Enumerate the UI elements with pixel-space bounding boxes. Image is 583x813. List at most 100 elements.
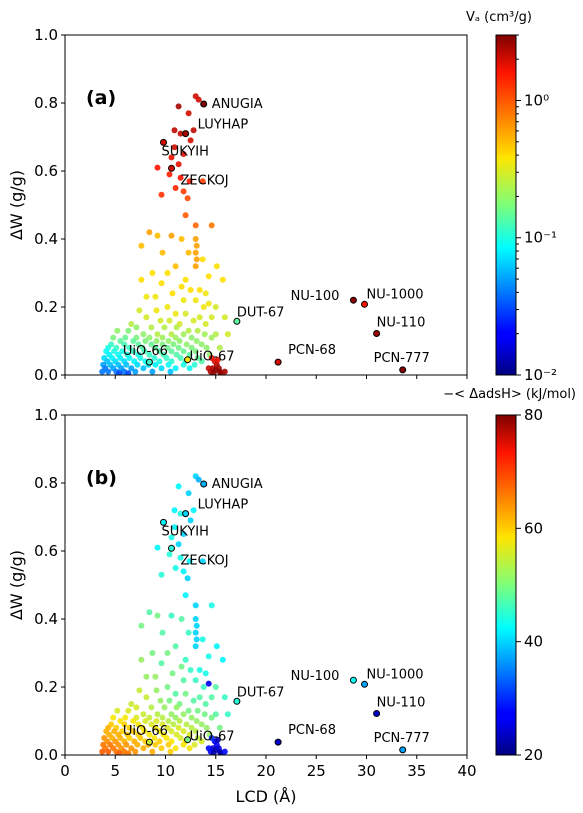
data-point [198,721,205,728]
data-point [187,137,194,144]
panel-b-colorbar-ticks: 20 40 60 80 [516,406,543,764]
data-point [194,735,201,741]
data-point [208,355,215,361]
data-point [132,748,139,755]
data-point [156,348,163,355]
data-point [140,745,147,752]
data-point [185,490,192,497]
data-point [158,571,165,578]
data-point [182,212,189,219]
data-point [138,622,145,629]
data-point [187,287,194,293]
data-point [194,707,201,714]
data-point [138,242,145,249]
data-point [180,331,187,338]
data-point [167,368,174,375]
data-point [176,338,183,344]
data-point [210,370,217,375]
data-point [159,334,166,341]
annotated-point-uio-67 [184,356,192,364]
colorbar-tick-label: 80 [524,406,543,424]
data-point [168,348,175,355]
data-point [208,334,215,341]
data-point [177,174,184,181]
data-point [172,745,179,752]
annotation-pcn-777: PCN-777 [374,731,430,746]
y-tick-label: 0.2 [34,298,58,316]
data-point [199,256,206,263]
data-point [216,724,223,731]
data-point [157,317,164,324]
data-point [185,707,192,714]
data-point [169,670,176,677]
data-point [105,748,112,755]
data-point [177,735,184,741]
data-point [154,232,161,239]
data-point [161,324,168,331]
data-point [171,524,178,531]
data-point [154,164,161,171]
annotation-sukyih: SUKYIH [162,524,209,539]
annotation-anugia: ANUGIA [212,477,263,492]
annotated-point-nu-110 [373,710,381,717]
annotated-point-pcn-68 [274,738,282,746]
data-point [105,368,112,375]
annotated-point-luyhap [182,510,190,518]
data-point [205,273,212,280]
data-point [161,704,168,711]
data-point [163,735,170,741]
annotated-point-uio-67 [184,736,192,744]
panel-a-colorbar: 10⁻² 10⁻¹ 10⁰ Vₐ (cm³/g) [466,10,557,384]
annotation-nu-110: NU-110 [377,316,426,331]
data-point [188,724,195,731]
data-point [214,356,221,363]
data-point [184,195,191,202]
data-point [175,541,182,548]
data-point [208,694,215,701]
data-point [142,718,149,724]
data-point [156,358,163,365]
data-point [224,711,231,718]
data-point [191,361,198,368]
data-point [110,714,117,721]
data-point [166,697,173,704]
data-point [192,263,199,270]
data-point [203,344,210,351]
annotated-point-zeckoj [168,164,175,172]
panel-a-colorbar-bar [495,34,517,376]
annotated-point-pcn-777 [399,746,407,754]
data-point [121,721,128,728]
colorbar-tick-label: 40 [524,633,543,651]
data-point [186,351,193,358]
data-point [175,103,182,110]
data-point [202,670,209,677]
data-point [110,334,117,341]
data-point [172,643,179,650]
data-point [186,178,193,185]
data-point [185,110,192,117]
data-point [164,684,171,690]
data-point [123,361,130,368]
panel-a-colorbar-ticks: 10⁻² 10⁻¹ 10⁰ [516,34,557,384]
data-point [172,334,179,341]
data-point [192,236,199,242]
data-point [173,731,180,738]
annotation-nu-100: NU-100 [291,289,340,304]
data-point [146,609,153,616]
data-point [166,551,173,558]
data-point [142,338,149,344]
data-point [159,341,166,348]
data-point [170,341,177,348]
y-tick-label: 1.0 [34,406,58,424]
data-point [221,314,228,321]
data-point [195,96,202,103]
data-point [117,355,124,361]
data-point [152,673,159,680]
data-point [159,249,166,256]
annotation-pcn-68: PCN-68 [288,723,336,738]
data-point [199,558,206,565]
data-point [168,232,175,239]
data-point [178,236,185,242]
data-point [180,677,187,684]
